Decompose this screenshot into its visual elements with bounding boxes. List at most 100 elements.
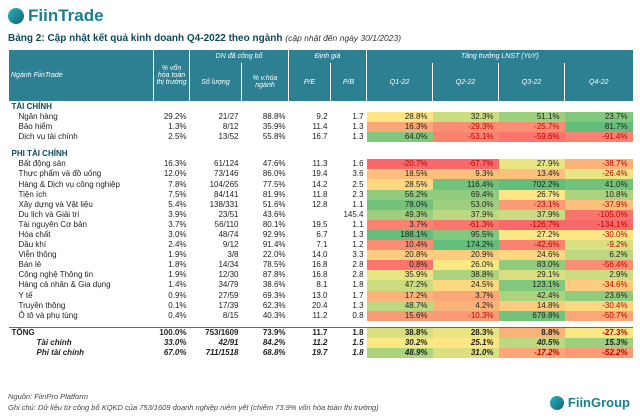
value-cell: 84/141 — [214, 189, 239, 199]
industry-cell: Tài chính — [36, 337, 72, 347]
growth-cell: 702.2% — [498, 179, 565, 190]
value-cell: 104/265 — [209, 179, 239, 189]
growth-cell: 81.7% — [564, 122, 633, 133]
value-cell: 0.4% — [168, 310, 187, 320]
growth-cell: 48.9% — [366, 347, 433, 359]
table-row: Hàng cá nhân & Gia dụng 1.4% 34/79 38.6% 8.1… — [9, 280, 633, 291]
value-cell: 9/12 — [222, 240, 239, 250]
growth-cell: 28.8% — [366, 112, 433, 123]
value-cell: 86.0% — [262, 169, 286, 179]
table-body: TÀI CHÍNH Ngân hàng 29.2% 21/27 88.8% 9.2 1.7 2… — [8, 101, 633, 359]
value-cell: 16.8 — [311, 260, 328, 270]
growth-cell: 6.2% — [564, 250, 633, 261]
growth-cell: 26.7% — [498, 189, 565, 200]
growth-cell: 23.7% — [564, 112, 633, 123]
growth-cell: -42.6% — [498, 240, 565, 251]
industry-cell: Bất động sản — [18, 159, 66, 169]
growth-cell: 24.5% — [432, 280, 499, 291]
table-row: Phi tài chính 67.0% 711/1518 68.8% 19.7 1.8 48… — [9, 347, 633, 359]
table-row: Xây dựng và Vật liệu 5.4% 138/331 51.6% 12.8… — [9, 199, 633, 210]
value-cell: 14/34 — [218, 260, 239, 270]
growth-cell: 38.8% — [366, 326, 433, 338]
value-cell: 3/8 — [227, 250, 239, 260]
growth-cell: -26.4% — [564, 169, 633, 180]
col-group: DN đã công bố — [188, 50, 289, 63]
growth-cell: 18.5% — [366, 169, 433, 180]
value-cell: 43.6% — [262, 209, 286, 219]
value-cell: 11.2 — [312, 310, 328, 320]
growth-cell: 15.6% — [366, 310, 433, 321]
growth-cell: 37.9% — [432, 209, 499, 220]
value-cell: 1.3% — [168, 122, 187, 132]
value-cell: 17/39 — [218, 300, 239, 310]
value-cell: 1.1 — [352, 219, 364, 229]
growth-cell: -59.6% — [498, 132, 565, 143]
table-row: Y tế 0.9% 27/59 69.3% 13.0 1.7 17.2% 3.7% 42.4% 2… — [9, 290, 633, 301]
growth-cell: -25.7% — [498, 122, 565, 133]
growth-cell: -30.4% — [564, 300, 633, 311]
value-cell: 1.5 — [352, 337, 364, 347]
section-row: PHI TÀI CHÍNH — [9, 142, 633, 159]
industry-cell: Bảo hiểm — [18, 122, 53, 132]
col-header: Số lượng — [189, 63, 242, 101]
growth-cell: 17.2% — [366, 290, 433, 301]
value-cell: 12/30 — [218, 270, 239, 280]
table-row: Bất động sản 16.3% 61/124 47.6% 11.3 1.6 -20.7… — [9, 159, 633, 170]
col-header: P/E — [288, 63, 331, 101]
value-cell: 84.2% — [262, 337, 286, 347]
growth-cell: -53.1% — [432, 132, 499, 143]
value-cell: 29.2% — [163, 112, 187, 122]
value-cell: 87.8% — [262, 270, 286, 280]
value-cell: 62.3% — [262, 300, 286, 310]
section-title: PHI TÀI CHÍNH — [11, 148, 68, 158]
col-header: Q2-22 — [432, 63, 499, 101]
col-header: % vốn hóa toàn thị trường — [153, 50, 190, 101]
value-cell: 56/110 — [214, 219, 239, 229]
growth-cell: 24.6% — [498, 250, 565, 261]
growth-cell: 28.3% — [432, 326, 499, 338]
growth-cell: 27.9% — [498, 159, 565, 170]
logo-icon — [549, 395, 564, 410]
subtitle: (cập nhật đến ngày 30/1/2023) — [285, 33, 402, 43]
value-cell: 20.4 — [311, 300, 328, 310]
table-row: Du lịch và Giải trí 3.9% 23/51 43.6% 145.4 49… — [9, 209, 633, 220]
value-cell: 73/146 — [214, 169, 239, 179]
value-cell: 12.0% — [163, 169, 187, 179]
value-cell: 68.8% — [262, 348, 286, 358]
industry-cell: Bán lẻ — [18, 260, 42, 270]
value-cell: 8/15 — [222, 310, 239, 320]
growth-cell: 679.8% — [498, 310, 565, 321]
logo-text: FiinTrade — [28, 6, 104, 25]
growth-cell: 13.4% — [498, 169, 565, 180]
growth-cell: 23.6% — [564, 290, 633, 301]
growth-cell: -17.2% — [498, 347, 565, 359]
growth-cell: 8.8% — [498, 326, 565, 338]
growth-cell: 188.1% — [366, 229, 433, 241]
table-row: Tài chính 33.0% 42/91 84.2% 11.2 1.5 30.2% 25.1… — [9, 337, 633, 348]
value-cell: 16.7 — [311, 132, 328, 142]
growth-cell: 47.2% — [366, 280, 433, 291]
industry-cell: Hàng & Dịch vụ công nghiệp — [18, 179, 120, 189]
growth-cell: 0.8% — [366, 260, 433, 271]
table-row: TỔNG 100.0% 753/1609 73.9% 11.7 1.8 38.8% 28.3%… — [8, 326, 633, 338]
value-cell: 16.8 — [311, 270, 328, 280]
value-cell: 91.4% — [262, 240, 286, 250]
growth-cell: 83.0% — [498, 260, 565, 271]
footer-logo: FiinGroup — [549, 395, 630, 410]
value-cell: 19.4 — [311, 169, 328, 179]
table-row: Dịch vụ tài chính 2.5% 13/52 55.8% 16.7 1.3 64… — [9, 132, 633, 143]
industry-cell: Hàng cá nhân & Gia dụng — [18, 280, 111, 290]
value-cell: 34/79 — [218, 280, 239, 290]
growth-cell: -105.0% — [564, 209, 633, 220]
growth-cell: 10.4% — [366, 240, 433, 251]
value-cell: 73.9% — [241, 326, 289, 338]
growth-cell: 20.9% — [432, 250, 499, 261]
growth-cell: 4.2% — [432, 300, 499, 311]
growth-cell: 20.8% — [366, 250, 433, 261]
value-cell: 77.5% — [262, 179, 286, 189]
col-header: % v.hóa ngành — [240, 63, 289, 101]
growth-cell: 51.1% — [498, 112, 565, 123]
value-cell: 3.3 — [352, 250, 364, 260]
table-row: Công nghệ Thông tin 1.9% 12/30 87.8% 16.8 2.8… — [9, 270, 633, 281]
value-cell: 80.1% — [262, 219, 286, 229]
